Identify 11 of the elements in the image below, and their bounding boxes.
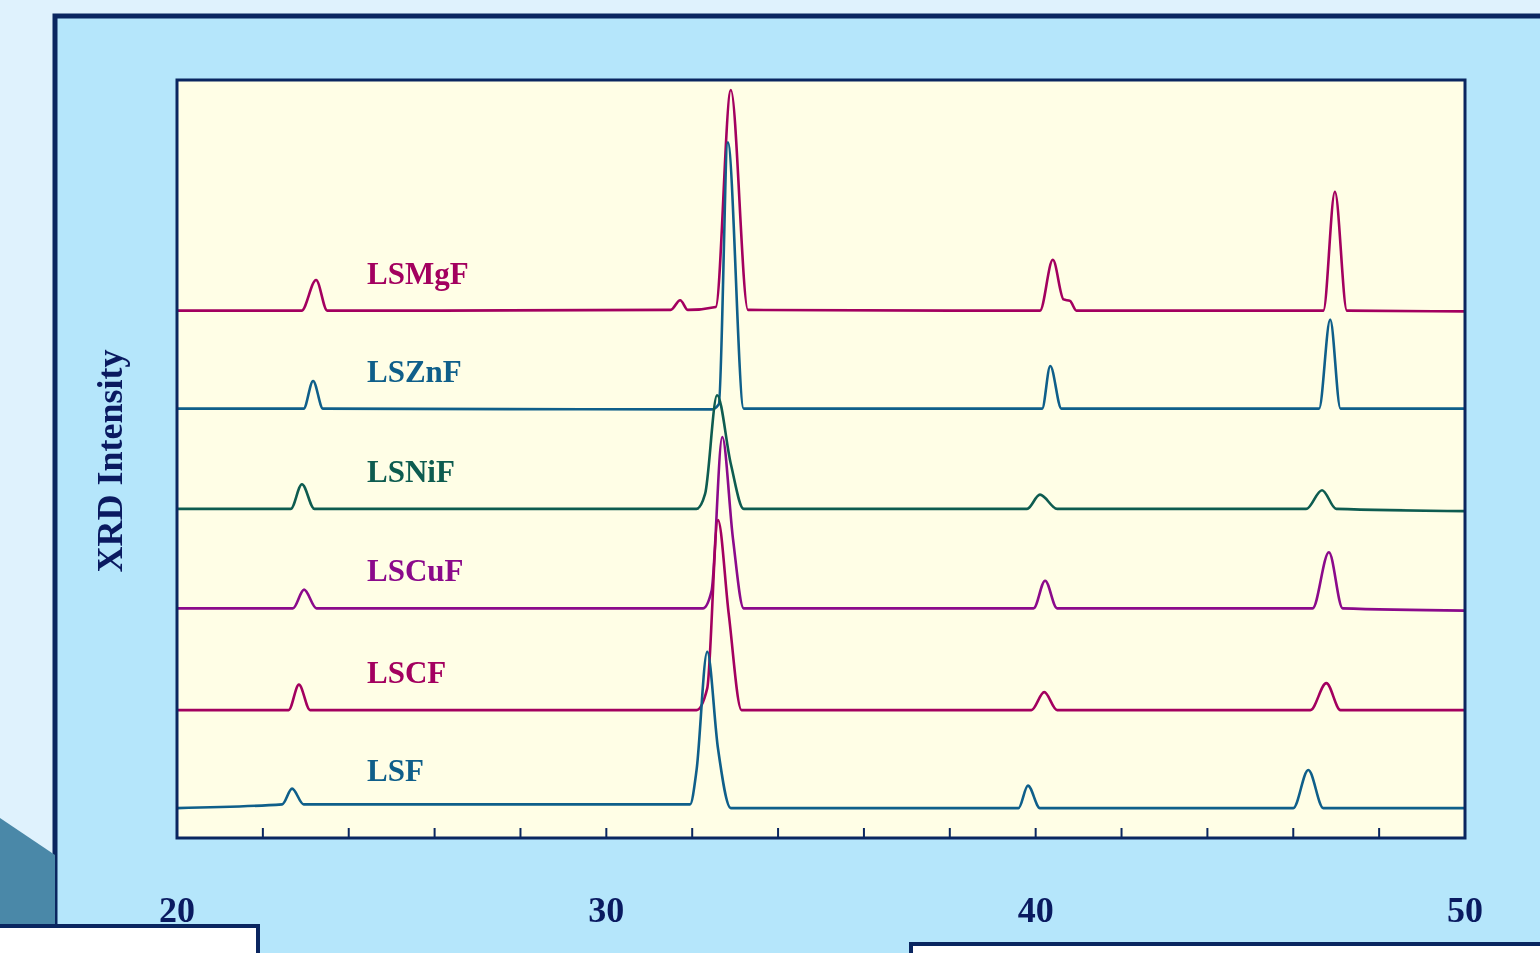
x-tick-label: 40 xyxy=(1017,890,1054,930)
x-tick-label: 50 xyxy=(1447,890,1483,930)
x-tick-label: 20 xyxy=(159,890,195,930)
series-label: LSMgF xyxy=(367,255,469,291)
series-label: LSCF xyxy=(367,655,447,691)
series-label: LSNiF xyxy=(367,453,455,489)
series-label: LSZnF xyxy=(367,353,462,389)
series-label: LSCuF xyxy=(367,553,464,589)
x-tick-label: 30 xyxy=(588,890,625,930)
series-label: LSF xyxy=(367,753,424,789)
y-axis-title: XRD Intensity xyxy=(90,349,130,573)
